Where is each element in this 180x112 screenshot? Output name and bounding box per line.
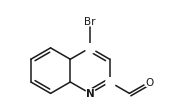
Text: N: N	[86, 89, 94, 98]
Text: Br: Br	[84, 17, 96, 27]
Text: O: O	[145, 77, 153, 87]
